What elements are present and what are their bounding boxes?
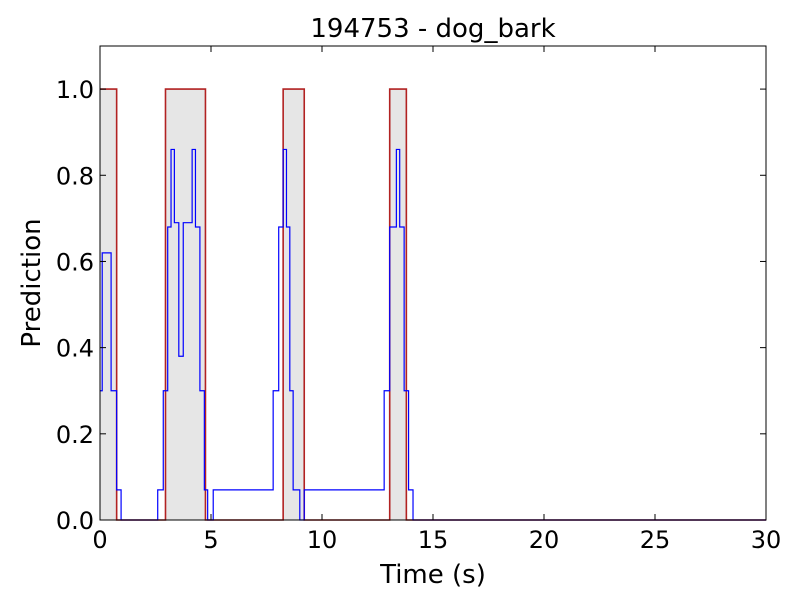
x-axis-label: Time (s) xyxy=(379,560,486,590)
x-tick-label: 0 xyxy=(92,526,107,554)
y-tick-label: 0.6 xyxy=(56,248,94,276)
y-axis-label: Prediction xyxy=(17,218,47,347)
x-tick-label: 5 xyxy=(203,526,218,554)
x-tick-label: 25 xyxy=(640,526,671,554)
plot-area xyxy=(100,88,766,521)
y-tick-label: 0.0 xyxy=(56,507,94,535)
plot-frame xyxy=(99,45,767,521)
x-tick-label: 15 xyxy=(418,526,449,554)
x-tick-label: 10 xyxy=(307,526,338,554)
y-tick-label: 0.4 xyxy=(56,335,94,363)
y-tick-label: 1.0 xyxy=(56,76,94,104)
ground_truth-fill xyxy=(100,89,766,520)
axis-ticks: 0 5 10 15 20 25 30 0.0 0.2 0.4 0.6 0.8 1.0 xyxy=(56,46,781,554)
x-tick-label: 20 xyxy=(529,526,560,554)
x-tick-label: 30 xyxy=(751,526,782,554)
y-tick-label: 0.2 xyxy=(56,421,94,449)
y-tick-label: 0.8 xyxy=(56,162,94,190)
chart-title: 194753 - dog_bark xyxy=(310,14,555,44)
